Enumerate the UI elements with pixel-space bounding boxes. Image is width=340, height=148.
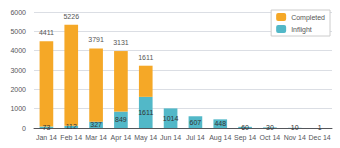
svg-text:849: 849 xyxy=(115,116,127,123)
svg-text:1014: 1014 xyxy=(163,115,179,122)
svg-text:73: 73 xyxy=(43,124,51,131)
svg-text:10: 10 xyxy=(291,124,299,131)
svg-text:Inflight: Inflight xyxy=(291,26,312,34)
svg-text:Nov 14: Nov 14 xyxy=(284,134,306,141)
svg-text:1000: 1000 xyxy=(10,105,26,112)
svg-text:Jan 14: Jan 14 xyxy=(36,134,57,141)
svg-text:Dec 14: Dec 14 xyxy=(308,134,330,141)
svg-text:1611: 1611 xyxy=(138,109,153,116)
svg-text:6000: 6000 xyxy=(10,9,26,16)
svg-text:5226: 5226 xyxy=(63,13,79,20)
svg-text:30: 30 xyxy=(266,124,274,131)
svg-text:327: 327 xyxy=(90,121,102,128)
svg-text:2000: 2000 xyxy=(10,86,26,93)
svg-text:5000: 5000 xyxy=(10,28,26,35)
svg-text:1611: 1611 xyxy=(138,54,153,61)
svg-text:1: 1 xyxy=(318,124,322,131)
svg-text:3791: 3791 xyxy=(88,36,104,43)
svg-text:Oct 14: Oct 14 xyxy=(260,134,281,141)
svg-text:May 14: May 14 xyxy=(134,134,157,142)
svg-text:3000: 3000 xyxy=(10,67,26,74)
svg-text:Feb 14: Feb 14 xyxy=(60,134,82,141)
svg-text:0: 0 xyxy=(22,125,26,132)
svg-text:Sep 14: Sep 14 xyxy=(234,134,256,142)
svg-text:448: 448 xyxy=(214,120,226,127)
svg-text:112: 112 xyxy=(66,123,77,130)
svg-text:4411: 4411 xyxy=(39,29,54,36)
svg-text:60: 60 xyxy=(241,124,249,131)
svg-text:Completed: Completed xyxy=(291,14,325,22)
svg-text:607: 607 xyxy=(190,119,202,126)
svg-text:Mar 14: Mar 14 xyxy=(85,134,107,141)
svg-text:Aug 14: Aug 14 xyxy=(209,134,231,142)
svg-text:3131: 3131 xyxy=(113,39,129,46)
svg-text:Jun 14: Jun 14 xyxy=(160,134,181,141)
svg-text:4000: 4000 xyxy=(10,47,26,54)
svg-text:Apr 14: Apr 14 xyxy=(111,134,132,142)
svg-text:Jul 14: Jul 14 xyxy=(186,134,205,141)
